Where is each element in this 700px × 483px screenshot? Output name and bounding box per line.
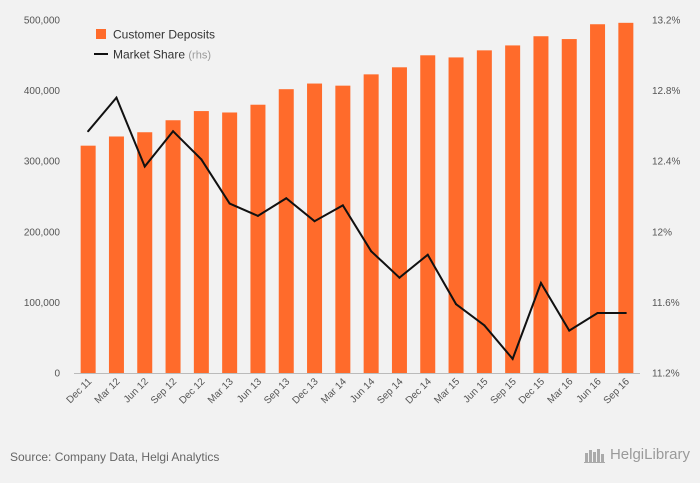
point-market-share	[228, 202, 231, 205]
x-tick-label: Sep 12	[149, 376, 179, 406]
y-right-tick-label: 12.4%	[652, 157, 680, 168]
point-market-share	[341, 204, 344, 207]
x-tick-label: Jun 13	[235, 376, 264, 405]
bar-deposits	[193, 111, 209, 373]
y-right-tick-label: 12%	[652, 227, 672, 238]
y-right-tick-label: 11.6%	[652, 298, 680, 309]
legend-swatch-deposits	[96, 29, 106, 39]
point-market-share	[256, 214, 259, 217]
bar-deposits	[80, 145, 96, 373]
point-market-share	[426, 253, 429, 256]
bar-deposits	[391, 67, 407, 374]
y-left-tick-label: 300,000	[24, 157, 61, 168]
bar-deposits	[250, 104, 266, 373]
point-market-share	[285, 197, 288, 200]
point-market-share	[568, 329, 571, 332]
x-tick-label: Dec 12	[177, 376, 207, 406]
y-left-tick-label: 100,000	[24, 298, 61, 309]
brand-suffix: Library	[644, 446, 690, 463]
bar-deposits	[561, 39, 577, 374]
y-left-tick-label: 400,000	[24, 86, 61, 97]
x-tick-label: Dec 11	[65, 376, 95, 406]
x-tick-label: Mar 12	[93, 376, 123, 406]
y-left-tick-label: 200,000	[24, 227, 61, 238]
y-left-tick-label: 500,000	[24, 16, 61, 27]
bar-deposits	[307, 83, 323, 373]
legend: Customer Deposits Market Share (rhs)	[94, 28, 215, 62]
bars-layer	[80, 22, 634, 374]
bar-deposits	[108, 136, 124, 373]
x-tick-label: Dec 15	[517, 376, 547, 406]
bar-deposits	[335, 85, 351, 373]
bar-deposits	[420, 55, 436, 374]
point-market-share	[370, 250, 373, 253]
bar-deposits	[476, 50, 492, 374]
legend-market-share-name: Market Share	[113, 48, 185, 62]
x-tick-label: Sep 13	[262, 376, 292, 406]
bar-deposits	[618, 22, 634, 373]
x-tick-label: Mar 15	[432, 376, 462, 406]
y-left-tick-label: 0	[54, 369, 60, 380]
x-tick-label: Jun 12	[122, 376, 151, 405]
x-tick-label: Dec 14	[404, 376, 434, 406]
point-market-share	[87, 130, 90, 133]
point-market-share	[455, 303, 458, 306]
bar-deposits	[222, 112, 238, 374]
point-market-share	[200, 158, 203, 161]
x-tick-label: Sep 15	[489, 376, 519, 406]
x-tick-label: Mar 14	[319, 376, 349, 406]
line-market-share	[87, 95, 626, 361]
point-market-share	[115, 96, 118, 99]
x-tick-label: Mar 16	[546, 376, 576, 406]
x-tick-label: Dec 13	[290, 376, 320, 406]
legend-label-deposits: Customer Deposits	[113, 28, 215, 42]
point-market-share	[172, 130, 175, 133]
bar-deposits	[363, 74, 379, 374]
legend-market-share-suffix: (rhs)	[188, 50, 211, 62]
legend-label-market-share: Market Share (rhs)	[113, 48, 211, 62]
x-tick-label: Jun 15	[461, 376, 490, 405]
brand-prefix: Helgi	[609, 446, 645, 463]
bar-deposits	[278, 89, 294, 373]
point-market-share	[624, 311, 627, 314]
library-icon	[583, 448, 605, 463]
brand-name: HelgiLibrary	[610, 446, 690, 463]
bar-deposits	[533, 36, 549, 374]
x-tick-label: Sep 16	[602, 376, 632, 406]
line-layer	[87, 95, 627, 361]
bar-deposits	[505, 45, 521, 374]
point-market-share	[539, 281, 542, 284]
brand-logo: HelgiLibrary	[583, 446, 690, 463]
y-right-tick-label: 11.2%	[652, 369, 680, 380]
x-tick-label: Mar 13	[206, 376, 236, 406]
y-right-tick-label: 12.8%	[652, 86, 680, 97]
x-tick-label: Jun 16	[575, 376, 604, 405]
bar-deposits	[448, 57, 464, 374]
bar-deposits	[165, 120, 181, 373]
source-note: Source: Company Data, Helgi Analytics	[10, 450, 220, 464]
point-market-share	[398, 276, 401, 279]
y-right-tick-label: 13.2%	[652, 16, 680, 27]
point-market-share	[313, 220, 316, 223]
bar-deposits	[137, 132, 153, 373]
point-market-share	[596, 311, 599, 314]
point-market-share	[483, 324, 486, 327]
bar-deposits	[590, 24, 606, 374]
point-market-share	[143, 165, 146, 168]
point-market-share	[511, 357, 514, 360]
x-tick-label: Jun 14	[348, 376, 377, 405]
x-tick-label: Sep 14	[375, 376, 405, 406]
